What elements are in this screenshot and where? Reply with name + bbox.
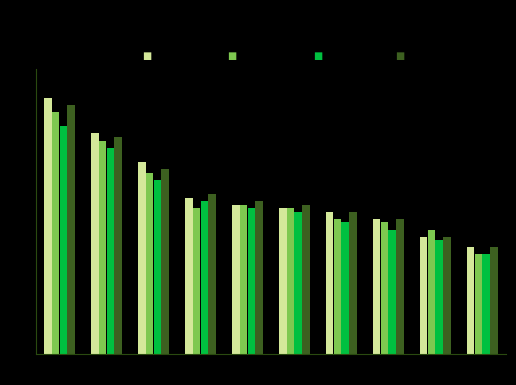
Bar <box>240 205 247 354</box>
Bar <box>91 134 99 354</box>
Text: ■: ■ <box>313 51 322 61</box>
Bar <box>201 201 208 354</box>
Bar <box>52 112 59 354</box>
Bar <box>193 208 200 354</box>
Bar <box>295 212 302 354</box>
Bar <box>334 219 341 354</box>
Bar <box>326 212 333 354</box>
Bar <box>146 172 153 354</box>
Bar <box>475 254 482 354</box>
Bar <box>389 229 396 354</box>
Bar <box>428 229 435 354</box>
Bar <box>68 105 75 354</box>
Bar <box>154 180 161 354</box>
Bar <box>396 219 404 354</box>
Text: ■: ■ <box>142 51 152 61</box>
Bar <box>420 237 427 354</box>
Bar <box>208 194 216 354</box>
Bar <box>248 208 255 354</box>
Bar <box>490 248 497 354</box>
Bar <box>232 205 239 354</box>
Text: ■: ■ <box>228 51 237 61</box>
Bar <box>255 201 263 354</box>
Bar <box>185 198 192 354</box>
Bar <box>381 223 388 354</box>
Text: ■: ■ <box>395 51 405 61</box>
Bar <box>107 148 114 354</box>
Bar <box>115 137 122 354</box>
Bar <box>349 212 357 354</box>
Bar <box>443 237 450 354</box>
Bar <box>60 126 67 354</box>
Bar <box>482 254 490 354</box>
Bar <box>467 248 474 354</box>
Bar <box>342 223 349 354</box>
Bar <box>279 208 286 354</box>
Bar <box>302 205 310 354</box>
Bar <box>138 162 146 354</box>
Bar <box>44 98 52 354</box>
Bar <box>99 141 106 354</box>
Bar <box>287 208 294 354</box>
Bar <box>373 219 380 354</box>
Bar <box>162 169 169 354</box>
Bar <box>436 240 443 354</box>
